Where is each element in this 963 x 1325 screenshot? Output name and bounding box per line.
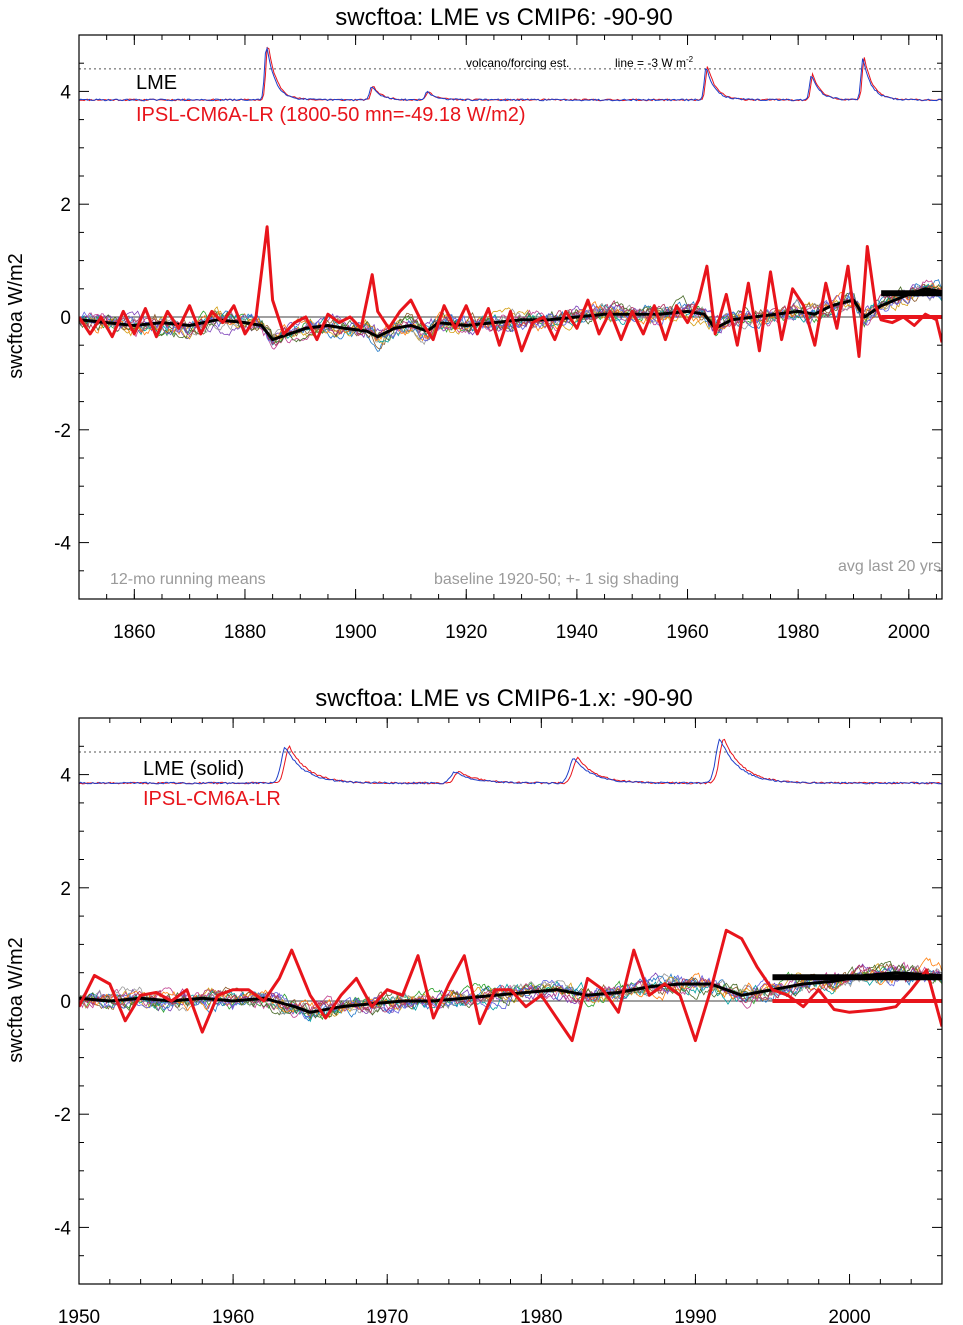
lme-mean-line [79,971,942,1014]
plot-frame [78,717,943,1285]
x-tick-label: 1970 [366,1307,408,1325]
top-plot-area: 1860 1880 1900 1920 1940 1960 1980 2000 -4 -2 0 2 4 [54,34,943,643]
bottom-y-axis-label: swcftoa W/m2 [5,937,27,1063]
x-tick-label: 1980 [520,1307,562,1325]
top-baseline-note: baseline 1920-50; +- 1 sig shading [434,571,679,588]
ensemble-member-line [79,283,942,346]
y-tick-label: 2 [60,195,71,216]
x-tick-label: 1960 [666,622,708,643]
x-tick-label: 1860 [113,622,155,643]
x-tick-label: 1880 [224,622,266,643]
top-line-note: line = -3 W m-2 [615,55,694,70]
ensemble-member-line [79,283,942,343]
forcing-lme-line [79,738,942,785]
ipsl-line [79,225,942,358]
bottom-chart-title: swcftoa: LME vs CMIP6-1.x: -90-90 [315,685,692,712]
y-tick-label: 4 [60,766,71,787]
x-tick-label: 2000 [888,622,930,643]
top-volcano-annotation: volcano/forcing est. [466,56,569,70]
bottom-legend-ipsl: IPSL-CM6A-LR [143,788,281,810]
x-tick-label: 1900 [334,622,376,643]
y-tick-label: -2 [54,1105,71,1126]
top-legend-ipsl: IPSL-CM6A-LR (1800-50 mn=-49.18 W/m2) [136,104,526,126]
y-tick-label: -4 [54,1218,71,1239]
top-legend-lme: LME [136,72,177,94]
y-tick-label: 0 [60,308,71,329]
bottom-legend-lme: LME (solid) [143,758,244,780]
x-tick-label: 1980 [777,622,819,643]
top-line-note-text: line = -3 W m [615,56,686,70]
y-tick-label: 4 [60,82,71,103]
top-panel: swcftoa: LME vs CMIP6: -90-90 1860 1880 19… [5,4,943,643]
x-tick-label: 1920 [445,622,487,643]
top-running-means-note: 12-mo running means [110,571,266,588]
bottom-plot-area: 1950 1960 1970 1980 1990 2000 -4 -2 0 2 4 [54,717,943,1325]
y-tick-label: -4 [54,534,71,555]
y-tick-label: -2 [54,421,71,442]
top-y-axis-label: swcftoa W/m2 [5,253,27,379]
top-chart-title: swcftoa: LME vs CMIP6: -90-90 [335,4,672,31]
forcing-lme-line [79,46,942,102]
x-tick-label: 2000 [828,1307,870,1325]
ipsl-line [79,928,942,1043]
x-tick-label: 1990 [674,1307,716,1325]
top-line-note-sup: -2 [686,55,694,64]
x-tick-label: 1960 [212,1307,254,1325]
x-tick-label: 1940 [556,622,598,643]
bottom-panel: swcftoa: LME vs CMIP6-1.x: -90-90 1950 19… [5,685,943,1325]
y-tick-label: 0 [60,992,71,1013]
x-tick-label: 1950 [58,1307,100,1325]
plot-frame [78,34,943,600]
top-avg-note: avg last 20 yrs [838,558,941,575]
y-tick-label: 2 [60,879,71,900]
ensemble-member-line [79,963,942,1016]
